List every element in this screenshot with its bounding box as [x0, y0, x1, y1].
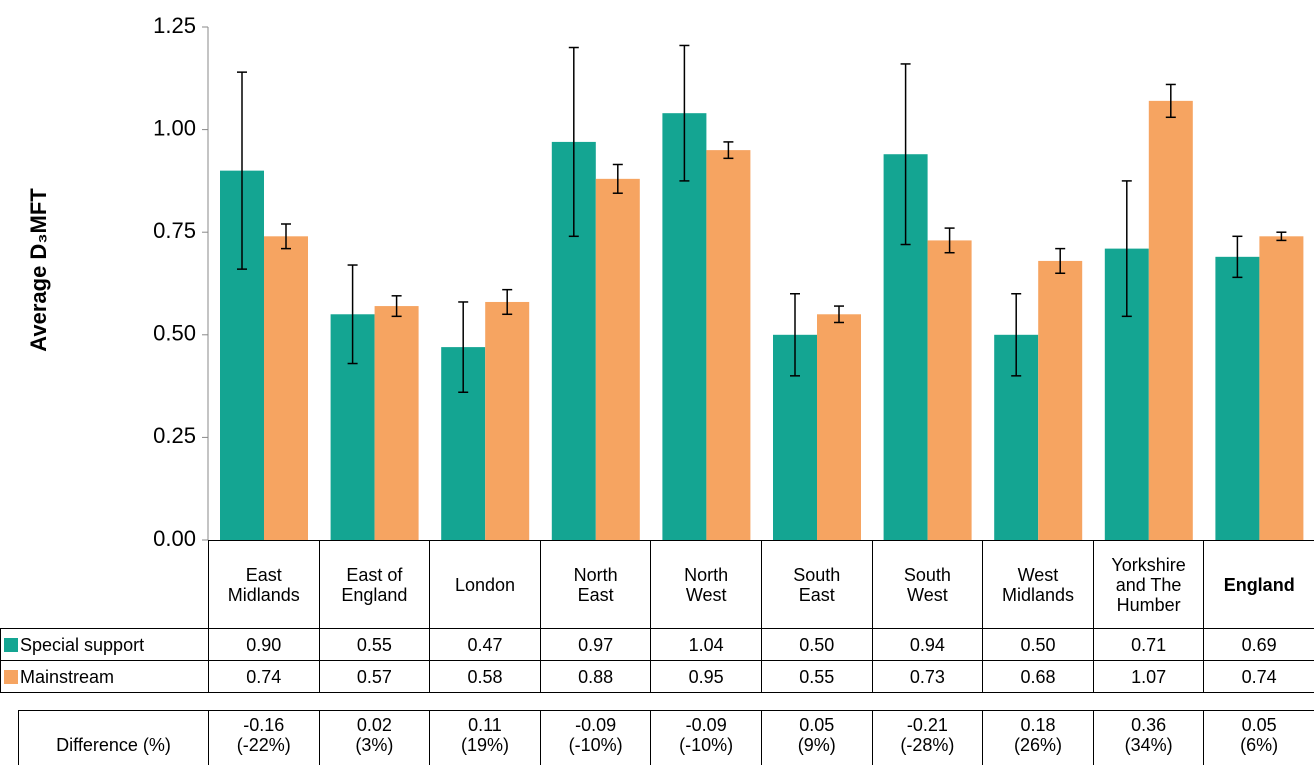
difference-cell: -0.09 (-10%) [539, 710, 652, 765]
difference-cell: 0.02 (3%) [318, 710, 431, 765]
category-label: West Midlands [982, 540, 1094, 629]
table-value: 0.57 [318, 660, 431, 693]
category-label: North East [539, 540, 652, 629]
difference-text: (34%) [1124, 735, 1173, 755]
difference-text: 0.05 [1241, 715, 1277, 735]
category-label: England [1203, 540, 1314, 629]
legend-label: Special support [20, 634, 145, 655]
difference-cell: 0.05 (6%) [1203, 710, 1314, 765]
difference-text: 0.18 [1020, 715, 1056, 735]
y-tick-label: 0.75 [153, 218, 196, 243]
table-value: 0.55 [761, 660, 873, 693]
difference-cell: 0.18 (26%) [982, 710, 1094, 765]
table-value: 0.50 [982, 628, 1094, 661]
difference-text: 0.05 [799, 715, 835, 735]
y-tick-label: 0.50 [153, 321, 196, 346]
table-value: 0.74 [1203, 660, 1314, 693]
bar [485, 301, 530, 540]
category-label: East Midlands [208, 540, 320, 629]
category-label: South East [761, 540, 873, 629]
table-value: 0.97 [539, 628, 652, 661]
bar [706, 150, 751, 540]
table-value: 0.58 [429, 660, 541, 693]
y-tick-label: 0.25 [153, 423, 196, 448]
bar [1038, 260, 1083, 540]
bar [264, 236, 308, 540]
difference-text: (-28%) [900, 735, 955, 755]
y-axis-label: Average D₃MFT [26, 188, 51, 352]
legend-swatch [4, 637, 18, 652]
difference-text: -0.21 [906, 715, 948, 735]
y-tick-label: 1.25 [153, 13, 196, 38]
table-value: 0.69 [1203, 628, 1314, 661]
table-value: 0.88 [539, 660, 652, 693]
bar [817, 314, 861, 540]
difference-text: (6%) [1240, 735, 1279, 755]
bar [595, 178, 640, 540]
bar [1148, 100, 1193, 540]
difference-text: (-22%) [236, 735, 291, 755]
table-value: 1.04 [650, 628, 762, 661]
difference-text: 0.11 [468, 715, 502, 735]
difference-text: (3%) [355, 735, 394, 755]
difference-cell: -0.09 (-10%) [650, 710, 762, 765]
difference-cell: 0.05 (9%) [761, 710, 873, 765]
y-tick-label: 1.00 [153, 115, 196, 140]
legend-entry: Special support [0, 628, 209, 661]
difference-text: -0.09 [685, 715, 727, 735]
difference-text: 0.36 [1131, 715, 1167, 735]
category-label: East of England [318, 540, 431, 629]
legend-label: Mainstream [20, 666, 115, 687]
category-label: South West [871, 540, 984, 629]
difference-text: (-10%) [679, 735, 734, 755]
category-label: North West [650, 540, 762, 629]
table-value: 0.50 [761, 628, 873, 661]
legend-swatch [4, 669, 18, 684]
table-value: 0.94 [871, 628, 984, 661]
table-value: 0.73 [871, 660, 984, 693]
category-label: London [429, 540, 541, 629]
bar [662, 113, 707, 541]
table-value: 0.55 [318, 628, 431, 661]
difference-cell: -0.21 (-28%) [871, 710, 984, 765]
difference-text: 0.02 [356, 715, 392, 735]
bar [1215, 256, 1260, 540]
legend-entry: Mainstream [0, 660, 209, 693]
table-value: 0.95 [650, 660, 762, 693]
bar [374, 306, 419, 540]
difference-label: Difference (%) [18, 710, 209, 765]
table-value: 0.74 [208, 660, 320, 693]
table-value: 0.71 [1092, 628, 1205, 661]
difference-text: -0.16 [243, 715, 285, 735]
difference-cell: 0.36 (34%) [1092, 710, 1205, 765]
difference-cell: -0.16 (-22%) [208, 710, 320, 765]
category-label: Yorkshire and The Humber [1092, 540, 1205, 629]
table-value: 0.47 [429, 628, 541, 661]
table-value: 1.07 [1092, 660, 1205, 693]
difference-text: (9%) [797, 735, 836, 755]
difference-text: (26%) [1013, 735, 1062, 755]
table-value: 0.90 [208, 628, 320, 661]
bar [1259, 236, 1304, 540]
table-value: 0.68 [982, 660, 1094, 693]
difference-text: -0.09 [575, 715, 617, 735]
bar [927, 240, 972, 540]
y-tick-label: 0.00 [153, 526, 196, 551]
difference-text: (-10%) [568, 735, 623, 755]
difference-text: (19%) [460, 735, 509, 755]
difference-cell: 0.11 (19%) [429, 710, 541, 765]
